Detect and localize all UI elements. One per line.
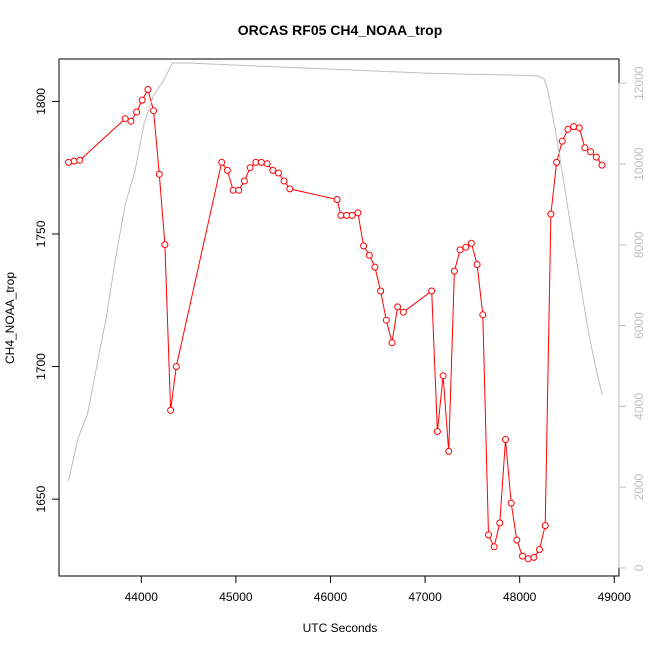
y2-tick-label: 2000 [632, 473, 646, 500]
ch4-data-point [592, 153, 600, 161]
ch4-data-point [275, 169, 282, 177]
ch4-data-point [564, 125, 572, 133]
ch4-data-point [450, 267, 458, 275]
y-axis-label: CH4_NOAA_trop [3, 272, 17, 364]
ch4-data-point [587, 148, 595, 156]
ch4-data-point [348, 211, 356, 219]
ch4-data-point [575, 124, 583, 132]
ch4-data-point [519, 552, 526, 560]
ch4-data-point [167, 406, 175, 414]
ch4-data-point [235, 186, 243, 194]
y2-tick-label: 0 [632, 564, 646, 571]
ch4-data-point [394, 303, 402, 311]
series-layer [65, 62, 606, 563]
ch4-data-point [337, 211, 345, 219]
ch4-data-point [65, 158, 72, 166]
ch4-data-point [377, 287, 385, 295]
ch4-data-point [570, 123, 578, 131]
x-tick-label: 45000 [219, 590, 253, 604]
ch4-data-point [541, 522, 549, 530]
ch4-data-point [257, 158, 265, 166]
x-tick-label: 48000 [503, 590, 537, 604]
ch4-data-point [485, 531, 492, 539]
x-axis-label: UTC Seconds [303, 621, 378, 635]
ch4-data-point [439, 372, 447, 380]
secondary-series-line [68, 62, 603, 482]
ch4-data-point [365, 251, 373, 259]
ch4-data-point [371, 263, 379, 271]
ch4-data-point [462, 243, 470, 251]
ch4-data-point [496, 519, 504, 527]
ch4-data-point [286, 185, 294, 193]
x-tick-label: 44000 [125, 590, 159, 604]
ch4-data-point [399, 308, 407, 316]
right-axis: 0 2000 4000 6000 8000 10000 12000 [618, 66, 646, 571]
ch4-data-point [144, 86, 152, 93]
ch4-data-point [502, 436, 509, 443]
ch4-data-point [598, 161, 606, 169]
ch4-data-point [172, 363, 180, 370]
y-tick-label: 1700 [34, 353, 48, 380]
ch4-data-point [76, 156, 84, 164]
y-tick-label: 1800 [34, 88, 48, 115]
bottom-axis: 44000 45000 46000 47000 48000 49000 [125, 575, 632, 604]
x-tick-label: 49000 [598, 590, 632, 604]
ch4-data-point [269, 166, 277, 174]
ch4-data-point [456, 246, 464, 254]
ch4-data-point [354, 209, 362, 217]
y2-tick-label: 4000 [632, 393, 646, 420]
ch4-series-line [68, 88, 603, 560]
ch4-data-point [524, 555, 532, 563]
y2-tick-label: 12000 [632, 66, 646, 100]
y-tick-label: 1650 [34, 485, 48, 512]
ch4-data-point [473, 261, 481, 268]
ch4-data-point [445, 447, 453, 455]
ch4-data-point [218, 158, 226, 166]
ch4-data-point [467, 239, 475, 247]
ch4-data-point [536, 546, 543, 553]
ch4-data-point [490, 543, 498, 551]
ch4-data-point [433, 428, 441, 435]
ch4-data-point [70, 157, 78, 165]
ch4-data-point [133, 108, 141, 116]
x-tick-label: 47000 [408, 590, 442, 604]
ch4-data-point [382, 316, 390, 324]
ch4-data-point [547, 210, 555, 218]
ch4-data-point [280, 177, 288, 185]
ch4-data-point [240, 177, 248, 185]
ch4-data-point [155, 170, 163, 178]
ch4-data-point [127, 117, 135, 125]
ch4-data-point [479, 311, 487, 319]
x-tick-label: 46000 [314, 590, 348, 604]
ch4-data-point [263, 160, 271, 168]
y2-tick-label: 8000 [632, 231, 646, 258]
ch4-data-point [360, 242, 368, 250]
ch4-data-point [507, 499, 515, 507]
plot-frame [58, 58, 620, 577]
ch4-data-point [246, 164, 254, 172]
ch4-data-point [513, 536, 521, 544]
ch4-data-point [388, 339, 396, 347]
ch4-data-point [553, 158, 561, 166]
chart-title: ORCAS RF05 CH4_NOAA_trop [238, 22, 443, 38]
ch4-data-point [223, 166, 231, 174]
left-axis: 1650 1700 1750 1800 [34, 88, 60, 512]
ch4-data-point [138, 96, 146, 104]
ch4-data-point [150, 107, 158, 115]
ch4-data-point [581, 144, 589, 152]
y-tick-label: 1750 [34, 220, 48, 247]
ch4-data-point [333, 196, 341, 203]
ch4-data-point [161, 241, 169, 249]
ch4-data-point [121, 115, 129, 123]
ch4-data-point [428, 287, 436, 295]
ch4-data-point [530, 553, 538, 561]
y2-tick-label: 6000 [632, 312, 646, 339]
ch4-data-point [558, 137, 566, 145]
y2-tick-label: 10000 [632, 147, 646, 181]
